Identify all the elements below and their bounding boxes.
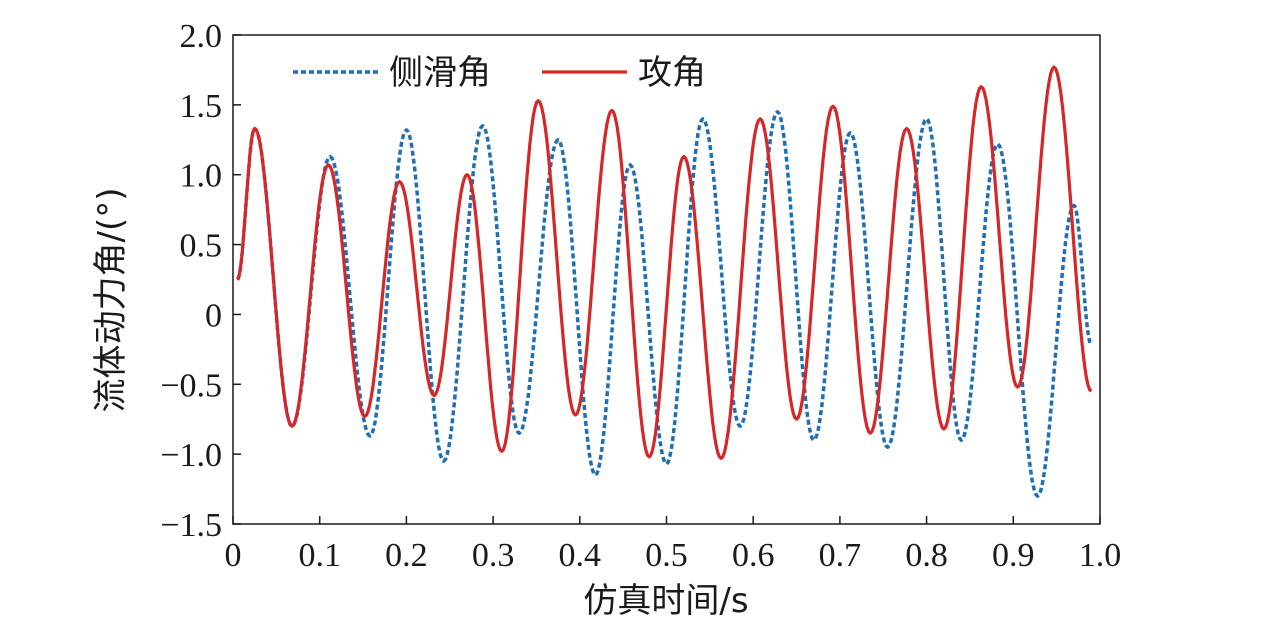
x-tick-label: 0.7 (819, 537, 862, 574)
legend: 侧滑角 攻角 (293, 53, 706, 93)
legend-label-sideslip: 侧滑角 (389, 53, 491, 93)
x-tick-label: 0.2 (385, 537, 428, 574)
y-tick-label: −0.5 (160, 367, 222, 404)
x-axis: 0 0.1 0.2 0.3 0.4 0.5 0.6 0.7 0.8 0.9 1.0 (225, 516, 1122, 574)
y-tick-label: 1.0 (180, 158, 223, 195)
plot-area (232, 34, 1101, 525)
x-tick-label: 0.3 (472, 537, 515, 574)
x-tick-label: 0.5 (645, 537, 688, 574)
y-tick-label: 1.5 (180, 88, 223, 125)
y-tick-label: 2.0 (180, 18, 223, 55)
x-tick-label: 0.9 (992, 537, 1035, 574)
legend-label-attack: 攻角 (638, 53, 706, 93)
y-tick-label: 0 (205, 297, 222, 334)
x-tick-label: 0.1 (298, 537, 341, 574)
x-axis-title: 仿真时间/s (583, 581, 748, 621)
x-tick-label: 0.8 (905, 537, 948, 574)
x-tick-label: 0.6 (732, 537, 775, 574)
series-line-attack (236, 65, 1093, 460)
y-axis: 2.0 1.5 1.0 0.5 0 −0.5 −1.0 −1.5 (160, 18, 241, 544)
x-tick-label: 0 (225, 537, 242, 574)
y-tick-label: 0.5 (180, 228, 223, 265)
series-line-sideslip (236, 110, 1093, 498)
y-tick-label: −1.0 (160, 437, 222, 474)
x-tick-label: 1.0 (1079, 537, 1122, 574)
y-axis-title: 流体动力角/(°) (91, 188, 131, 413)
x-tick-label: 0.4 (559, 537, 602, 574)
y-tick-label: −1.5 (160, 507, 222, 544)
series-layer (236, 65, 1093, 498)
